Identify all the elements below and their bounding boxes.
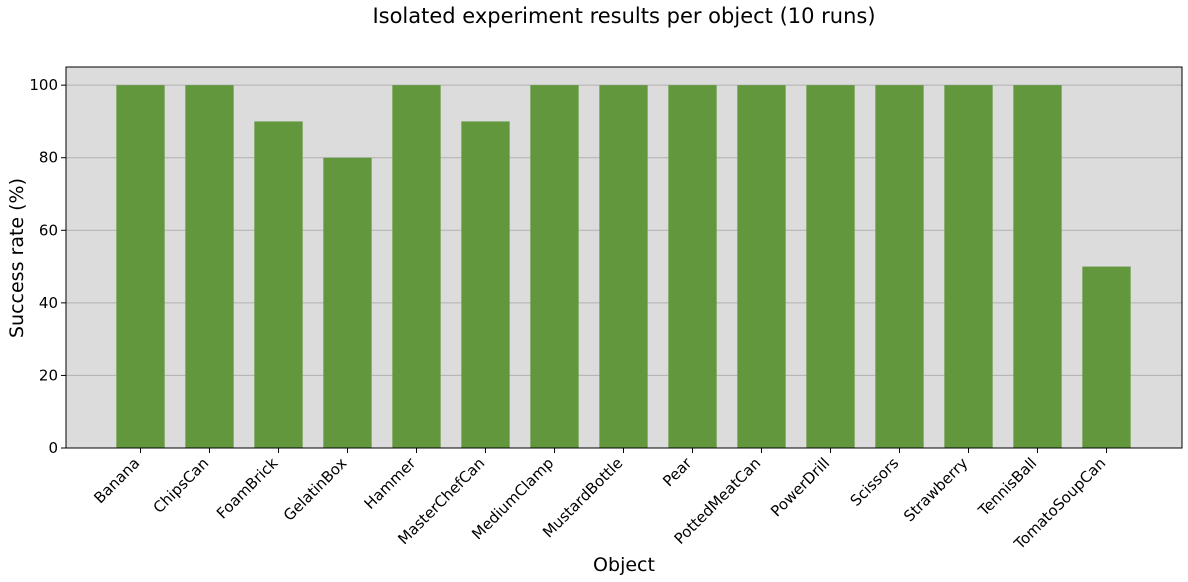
x-tick-label: TennisBall	[974, 454, 1040, 520]
y-axis-ticks: 0 20 40 60 80 100	[29, 76, 66, 457]
bar	[185, 85, 234, 449]
y-axis-label: Success rate (%)	[6, 178, 28, 338]
y-tick-label: 100	[29, 76, 58, 94]
x-tick-label: GelatinBox	[280, 454, 351, 525]
bar	[1013, 85, 1062, 449]
bar	[116, 85, 165, 449]
bar	[668, 85, 717, 449]
bar	[530, 85, 579, 449]
bar	[944, 85, 993, 449]
bar	[254, 121, 303, 448]
x-tick-label: Scissors	[847, 454, 903, 510]
y-tick-label: 60	[39, 221, 58, 239]
bar	[599, 85, 648, 449]
bar	[1082, 266, 1131, 448]
chart-title: Isolated experiment results per object (…	[372, 4, 875, 28]
y-tick-label: 0	[48, 439, 58, 457]
y-tick-label: 40	[39, 294, 58, 312]
bar	[806, 85, 855, 449]
x-tick-label: Pear	[659, 454, 696, 491]
bar	[461, 121, 510, 448]
x-tick-label: FoamBrick	[213, 454, 282, 523]
bar	[737, 85, 786, 449]
x-axis-label: Object	[593, 554, 655, 576]
x-tick-label: Banana	[90, 454, 143, 507]
bar	[875, 85, 924, 449]
y-tick-label: 20	[39, 366, 58, 384]
bar	[392, 85, 441, 449]
x-tick-label: Strawberry	[900, 454, 971, 525]
bar	[323, 157, 372, 448]
x-tick-label: Hammer	[361, 454, 420, 513]
x-tick-label: ChipsCan	[150, 454, 213, 517]
y-tick-label: 80	[39, 149, 58, 167]
x-tick-label: PowerDrill	[767, 454, 833, 520]
bars	[116, 85, 1131, 449]
